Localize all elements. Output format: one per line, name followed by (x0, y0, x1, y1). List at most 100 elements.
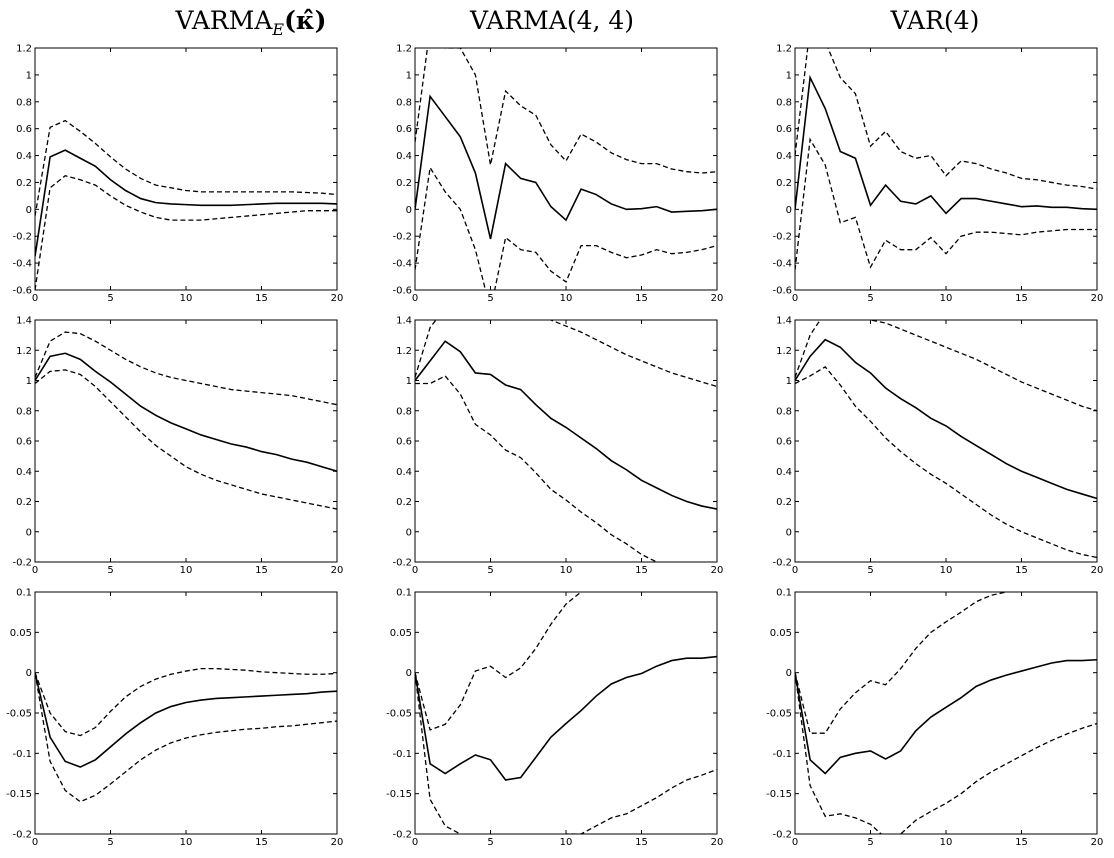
y-tick-label: 0.05 (10, 628, 32, 639)
confidence-band-line (35, 667, 337, 737)
y-tick-label: 0 (26, 205, 32, 216)
y-tick-label: 0 (786, 668, 792, 679)
confidence-band-line (35, 672, 337, 803)
x-tick-label: 10 (940, 293, 953, 304)
panel-r2-c2: 0 5 10 15 20-0.200.20.40.60.811.21.4 (392, 316, 724, 577)
column-title-subscript: E (272, 20, 285, 39)
y-tick-label: 0.8 (396, 406, 412, 417)
confidence-band-line (795, 366, 1097, 559)
y-tick-label: -0.15 (386, 789, 412, 800)
y-tick-label: -0.6 (392, 286, 412, 297)
irf-line (415, 655, 717, 781)
y-tick-label: 0.2 (396, 178, 412, 189)
y-tick-label: -0.4 (772, 259, 792, 270)
y-tick-label: -0.2 (392, 830, 412, 841)
confidence-band-line (35, 331, 337, 406)
confidence-band-line (415, 165, 717, 290)
panel-r1-c1: 0 5 10 15 20 -0.6 -0.4 -0.2 0 0.2 0.4 0.6 0.8 1 1.2 (12, 44, 343, 305)
y-tick-label: -0.2 (772, 830, 792, 841)
x-tick-label: 0 (412, 293, 418, 304)
column-title-argument: (4) (943, 6, 980, 35)
x-tick-label: 5 (107, 837, 113, 848)
y-tick-label: 0 (786, 205, 792, 216)
x-tick-label: 20 (1091, 565, 1104, 576)
y-tick-label: 0.6 (16, 124, 32, 135)
x-tick-label: 15 (255, 565, 268, 576)
axes-frame (794, 591, 1098, 835)
x-tick-label: 15 (635, 293, 648, 304)
y-tick-label: 0.8 (776, 406, 792, 417)
y-tick-label: -0.1 (392, 749, 412, 760)
x-tick-label: 5 (867, 565, 873, 576)
panel-r3-c3: 0 5 10 15 20 -0.2 -0.15 -0.1 -0.05 0 0.05 0.1 (766, 588, 1104, 849)
confidence-band-line (795, 592, 1008, 734)
y-tick-label: -0.6 (12, 286, 32, 297)
column-title-argument: (κ̂) (284, 6, 327, 35)
y-tick-label: 0.6 (16, 437, 32, 448)
column-title-base: VARMA (469, 6, 567, 35)
y-tick-label: 0.2 (16, 497, 32, 508)
y-tick-label: 0.6 (776, 437, 792, 448)
x-tick-label: 10 (940, 837, 953, 848)
x-tick-label: 15 (1015, 293, 1028, 304)
y-tick-label: 0.1 (396, 588, 412, 599)
y-tick-label: 0.4 (396, 467, 412, 478)
y-tick-label: 1.2 (776, 346, 792, 357)
y-tick-label: -0.4 (392, 259, 412, 270)
x-tick-label: 20 (711, 837, 724, 848)
x-tick-label: 20 (711, 565, 724, 576)
x-tick-label: 10 (180, 293, 193, 304)
y-tick-label: 0.8 (16, 406, 32, 417)
x-tick-label: 20 (331, 565, 344, 576)
x-tick-label: 0 (32, 565, 38, 576)
y-tick-label: 0.6 (396, 124, 412, 135)
x-tick-label: 10 (560, 837, 573, 848)
y-tick-label: 0.2 (396, 497, 412, 508)
y-tick-label: 0.8 (16, 97, 32, 108)
irf-line (795, 658, 1097, 775)
irf-line (415, 94, 717, 240)
y-tick-label: 1.2 (776, 44, 792, 55)
x-tick-label: 15 (255, 837, 268, 848)
irf-line (795, 74, 1097, 215)
y-tick-label: 0.4 (776, 151, 792, 162)
axes-frame (794, 319, 1098, 563)
y-tick-label: -0.05 (766, 709, 792, 720)
y-tick-label: 0 (406, 668, 412, 679)
column-title-1: VARMAE(κ̂) (151, 6, 351, 39)
panel-r2-c3: 0 5 10 15 20-0.200.20.40.60.811.21.4 (772, 316, 1104, 577)
y-tick-label: 0.4 (16, 467, 32, 478)
y-tick-label: 1 (406, 376, 412, 387)
x-tick-label: 10 (560, 565, 573, 576)
y-tick-label: 1 (26, 376, 32, 387)
x-tick-label: 0 (412, 837, 418, 848)
y-tick-label: -0.15 (6, 789, 32, 800)
confidence-band-line (35, 175, 337, 290)
x-tick-label: 15 (255, 293, 268, 304)
y-tick-label: -0.2 (12, 830, 32, 841)
y-tick-label: 1.4 (776, 316, 792, 327)
x-tick-label: 5 (867, 293, 873, 304)
y-tick-label: 1 (406, 70, 412, 81)
column-title-base: VARMA (175, 6, 273, 35)
column-title-2: VARMA(4, 4) (452, 6, 652, 35)
x-tick-label: 15 (1015, 837, 1028, 848)
irf-line (35, 672, 337, 768)
y-tick-label: 0.2 (16, 178, 32, 189)
y-tick-label: 0.4 (776, 467, 792, 478)
column-title-3: VAR(4) (835, 6, 1035, 35)
confidence-band-line (415, 48, 717, 174)
y-tick-label: -0.1 (772, 749, 792, 760)
x-tick-label: 20 (331, 837, 344, 848)
y-tick-label: -0.2 (392, 558, 412, 569)
x-tick-label: 10 (180, 565, 193, 576)
x-tick-label: 0 (32, 293, 38, 304)
x-tick-label: 20 (331, 293, 344, 304)
y-tick-label: 0.2 (776, 178, 792, 189)
axes-frame (414, 591, 718, 835)
x-tick-label: 0 (792, 565, 798, 576)
axes-frame (34, 319, 338, 563)
x-tick-label: 20 (1091, 837, 1104, 848)
x-tick-label: 10 (940, 565, 953, 576)
